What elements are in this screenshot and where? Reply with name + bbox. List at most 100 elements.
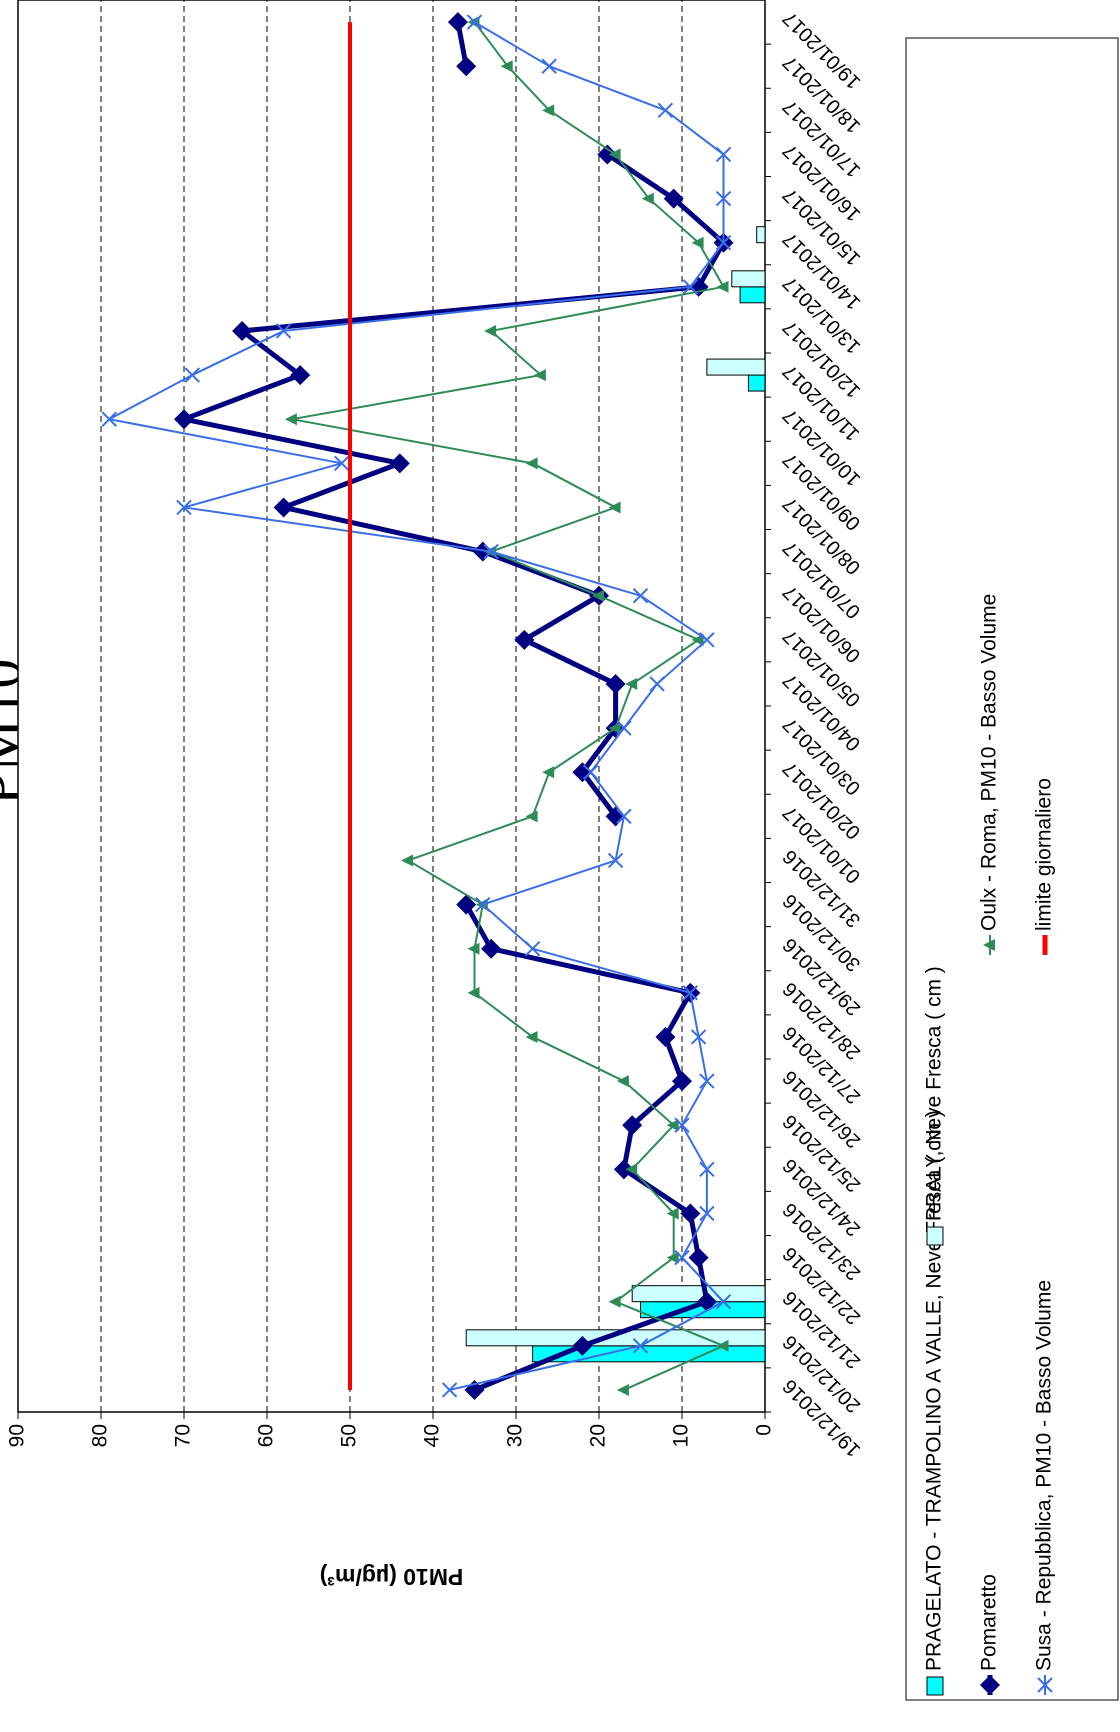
marker — [572, 1335, 593, 1356]
marker — [290, 365, 311, 386]
y-tick-label: 20 — [587, 1424, 610, 1447]
plot-area — [18, 0, 765, 1412]
marker — [441, 1382, 458, 1398]
marker — [284, 413, 297, 426]
marker — [456, 894, 477, 915]
marker — [613, 1159, 634, 1180]
marker — [525, 457, 538, 470]
legend-swatch — [926, 1676, 944, 1696]
marker — [525, 1030, 538, 1043]
marker — [715, 190, 732, 207]
marker — [616, 808, 632, 825]
marker — [641, 192, 654, 205]
marker — [592, 589, 604, 602]
marker — [690, 1029, 707, 1045]
line — [108, 21, 725, 1391]
legend-label: Pomaretto — [978, 1574, 1001, 1671]
marker — [699, 1161, 715, 1178]
marker — [666, 1251, 679, 1264]
marker — [682, 279, 699, 295]
marker — [605, 673, 626, 694]
y-tick-label: 0 — [753, 1424, 776, 1436]
bar — [739, 286, 766, 304]
marker — [500, 60, 513, 73]
marker — [616, 720, 632, 736]
legend-label: PRALY, Neve Fresca ( cm ) — [923, 966, 946, 1221]
marker — [980, 1675, 1000, 1695]
marker — [688, 1247, 709, 1268]
marker — [533, 369, 546, 382]
marker — [481, 938, 502, 959]
marker — [716, 1339, 729, 1352]
marker — [691, 236, 704, 249]
marker — [663, 188, 684, 209]
line — [464, 903, 710, 1393]
marker — [672, 1071, 692, 1092]
y-tick-label: 10 — [670, 1424, 693, 1447]
marker — [464, 1379, 485, 1400]
marker — [467, 942, 480, 955]
marker — [657, 102, 674, 119]
marker — [632, 1338, 649, 1354]
marker — [401, 854, 414, 867]
line — [290, 21, 725, 1391]
bar — [747, 374, 766, 392]
bar — [706, 358, 766, 376]
legend-box — [905, 37, 1119, 1701]
marker — [715, 1293, 732, 1310]
legend-label: limite giornaliero — [1033, 778, 1056, 931]
legend-label: Oulx - Roma, PM10 - Basso Volume — [978, 594, 1001, 931]
marker — [466, 14, 483, 30]
marker — [715, 146, 732, 163]
marker — [333, 455, 350, 472]
marker — [447, 12, 468, 33]
marker — [649, 676, 665, 692]
marker — [666, 1207, 679, 1220]
marker — [389, 453, 410, 474]
y-axis-title: PM10 (µg/m³) — [320, 1564, 464, 1590]
bar — [465, 1329, 766, 1347]
marker — [608, 1295, 621, 1308]
marker — [101, 411, 118, 427]
y-tick-label: 80 — [89, 1424, 112, 1447]
y-tick-label: 40 — [421, 1424, 444, 1447]
marker — [472, 541, 493, 562]
marker — [608, 501, 621, 514]
marker — [572, 762, 593, 783]
y-tick-label: 50 — [338, 1424, 361, 1447]
bar — [631, 1285, 766, 1303]
marker — [514, 629, 535, 650]
marker — [1037, 1677, 1053, 1693]
marker — [541, 58, 557, 74]
marker — [625, 1163, 638, 1176]
marker — [597, 144, 618, 165]
marker — [607, 852, 624, 869]
bar — [756, 226, 766, 244]
y-tick-label: 60 — [255, 1424, 278, 1447]
marker — [632, 587, 649, 604]
y-tick-label: 90 — [6, 1424, 29, 1447]
marker — [525, 810, 538, 823]
marker — [456, 56, 477, 77]
marker — [232, 320, 253, 341]
marker — [605, 806, 626, 827]
marker — [655, 1026, 676, 1047]
marker — [716, 280, 729, 293]
marker — [275, 323, 292, 339]
marker — [715, 234, 732, 251]
marker — [616, 1075, 629, 1088]
marker — [674, 1117, 690, 1133]
marker — [184, 367, 201, 383]
marker — [625, 677, 638, 690]
marker — [983, 939, 995, 951]
marker — [682, 985, 699, 1001]
marker — [174, 409, 194, 430]
marker — [273, 497, 294, 518]
legend-swatch — [926, 1226, 944, 1246]
marker — [483, 543, 499, 560]
marker — [674, 1249, 690, 1266]
marker — [542, 766, 555, 779]
marker — [699, 632, 715, 648]
legend-label: PRAGELATO - TRAMPOLINO A VALLE, Neve Fre… — [923, 1110, 946, 1671]
